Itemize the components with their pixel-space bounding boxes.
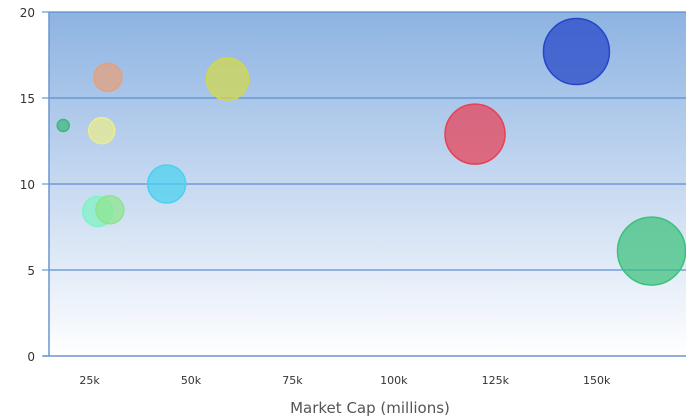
bubble-7[interactable]: [205, 57, 250, 101]
x-tick-label: 50k: [181, 374, 202, 387]
bubble-5[interactable]: [95, 195, 125, 225]
y-tick-labels: 0 5 10 15 20: [20, 6, 35, 364]
y-tick-label: 0: [27, 350, 35, 364]
x-tick-label: 150k: [583, 374, 611, 387]
axes: [42, 11, 686, 357]
bubble-1[interactable]: [56, 118, 70, 133]
bubble-6[interactable]: [146, 164, 187, 204]
x-tick-label: 100k: [380, 374, 408, 387]
bubbles: [56, 17, 686, 286]
y-tick-label: 10: [20, 178, 35, 192]
bubble-10[interactable]: [616, 216, 686, 286]
x-axis-title: Market Cap (millions): [290, 399, 450, 417]
x-tick-labels: 25k 50k 75k 100k 125k 150k: [79, 374, 611, 387]
y-tick-label: 5: [27, 264, 35, 278]
bubble-8[interactable]: [444, 103, 506, 165]
x-tick-label: 125k: [482, 374, 510, 387]
x-tick-label: 75k: [282, 374, 303, 387]
bubble-3[interactable]: [87, 116, 116, 145]
bubble-9[interactable]: [542, 17, 611, 86]
x-tick-label: 25k: [79, 374, 100, 387]
y-tick-label: 15: [20, 92, 35, 106]
bubble-4[interactable]: [93, 62, 123, 93]
y-tick-label: 20: [20, 6, 35, 20]
